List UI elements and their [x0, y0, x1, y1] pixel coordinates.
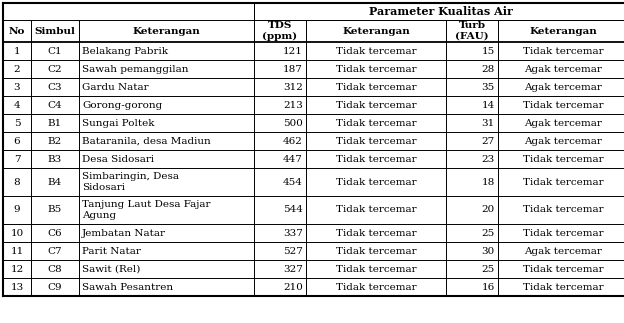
- Text: C3: C3: [47, 82, 62, 91]
- Text: 527: 527: [283, 246, 303, 255]
- Text: TDS
(ppm): TDS (ppm): [263, 21, 298, 41]
- Text: 13: 13: [11, 283, 24, 291]
- Text: Gardu Natar: Gardu Natar: [82, 82, 149, 91]
- Text: B4: B4: [48, 178, 62, 186]
- Text: Tidak tercemar: Tidak tercemar: [523, 47, 603, 56]
- Text: Tidak tercemar: Tidak tercemar: [336, 100, 416, 109]
- Text: Tidak tercemar: Tidak tercemar: [523, 178, 603, 186]
- Text: C8: C8: [47, 265, 62, 274]
- Text: 4: 4: [14, 100, 21, 109]
- Text: C9: C9: [47, 283, 62, 291]
- Text: B3: B3: [48, 154, 62, 163]
- Text: 27: 27: [482, 137, 495, 145]
- Text: Tidak tercemar: Tidak tercemar: [523, 154, 603, 163]
- Text: Bataranila, desa Madiun: Bataranila, desa Madiun: [82, 137, 211, 145]
- Text: 500: 500: [283, 119, 303, 128]
- Text: B1: B1: [48, 119, 62, 128]
- Text: 1: 1: [14, 47, 21, 56]
- Text: C6: C6: [47, 228, 62, 237]
- Text: Tidak tercemar: Tidak tercemar: [523, 283, 603, 291]
- Text: Tidak tercemar: Tidak tercemar: [336, 178, 416, 186]
- Text: 30: 30: [482, 246, 495, 255]
- Text: 8: 8: [14, 178, 21, 186]
- Text: 35: 35: [482, 82, 495, 91]
- Text: Tidak tercemar: Tidak tercemar: [336, 65, 416, 74]
- Text: Tidak tercemar: Tidak tercemar: [336, 137, 416, 145]
- Text: Turb
(FAU): Turb (FAU): [455, 21, 489, 41]
- Text: Tidak tercemar: Tidak tercemar: [523, 228, 603, 237]
- Text: 31: 31: [482, 119, 495, 128]
- Text: 25: 25: [482, 228, 495, 237]
- Text: 3: 3: [14, 82, 21, 91]
- Text: Tidak tercemar: Tidak tercemar: [336, 82, 416, 91]
- Text: 25: 25: [482, 265, 495, 274]
- Text: 210: 210: [283, 283, 303, 291]
- Text: 18: 18: [482, 178, 495, 186]
- Text: Keterangan: Keterangan: [529, 26, 597, 36]
- Text: 121: 121: [283, 47, 303, 56]
- Text: 9: 9: [14, 205, 21, 214]
- Text: 5: 5: [14, 119, 21, 128]
- Text: 28: 28: [482, 65, 495, 74]
- Text: 187: 187: [283, 65, 303, 74]
- Text: B2: B2: [48, 137, 62, 145]
- Text: C7: C7: [47, 246, 62, 255]
- Text: Tidak tercemar: Tidak tercemar: [336, 47, 416, 56]
- Text: 12: 12: [11, 265, 24, 274]
- Text: Tidak tercemar: Tidak tercemar: [336, 228, 416, 237]
- Text: Simbaringin, Desa
Sidosari: Simbaringin, Desa Sidosari: [82, 172, 179, 192]
- Text: Agak tercemar: Agak tercemar: [524, 246, 602, 255]
- Text: Sawah Pesantren: Sawah Pesantren: [82, 283, 173, 291]
- Text: 213: 213: [283, 100, 303, 109]
- Text: 462: 462: [283, 137, 303, 145]
- Text: C2: C2: [47, 65, 62, 74]
- Text: No: No: [9, 26, 25, 36]
- Text: Agak tercemar: Agak tercemar: [524, 119, 602, 128]
- Text: B5: B5: [48, 205, 62, 214]
- Text: Tidak tercemar: Tidak tercemar: [523, 100, 603, 109]
- Text: Belakang Pabrik: Belakang Pabrik: [82, 47, 168, 56]
- Text: 20: 20: [482, 205, 495, 214]
- Text: Agak tercemar: Agak tercemar: [524, 137, 602, 145]
- Text: Gorong-gorong: Gorong-gorong: [82, 100, 162, 109]
- Text: Tidak tercemar: Tidak tercemar: [523, 205, 603, 214]
- Text: Tidak tercemar: Tidak tercemar: [336, 119, 416, 128]
- Text: 14: 14: [482, 100, 495, 109]
- Text: 6: 6: [14, 137, 21, 145]
- Text: 7: 7: [14, 154, 21, 163]
- Text: Keterangan: Keterangan: [133, 26, 200, 36]
- Text: Jembatan Natar: Jembatan Natar: [82, 228, 166, 237]
- Text: Tidak tercemar: Tidak tercemar: [336, 265, 416, 274]
- Text: Agak tercemar: Agak tercemar: [524, 82, 602, 91]
- Text: 11: 11: [11, 246, 24, 255]
- Text: Desa Sidosari: Desa Sidosari: [82, 154, 154, 163]
- Text: Tidak tercemar: Tidak tercemar: [336, 283, 416, 291]
- Text: Simbul: Simbul: [34, 26, 76, 36]
- Text: 454: 454: [283, 178, 303, 186]
- Text: 327: 327: [283, 265, 303, 274]
- Text: C4: C4: [47, 100, 62, 109]
- Text: Parameter Kualitas Air: Parameter Kualitas Air: [369, 6, 513, 17]
- Text: 544: 544: [283, 205, 303, 214]
- Text: 337: 337: [283, 228, 303, 237]
- Text: Tidak tercemar: Tidak tercemar: [336, 154, 416, 163]
- Text: Tidak tercemar: Tidak tercemar: [523, 265, 603, 274]
- Text: 312: 312: [283, 82, 303, 91]
- Text: Sungai Poltek: Sungai Poltek: [82, 119, 155, 128]
- Text: 10: 10: [11, 228, 24, 237]
- Text: Tidak tercemar: Tidak tercemar: [336, 205, 416, 214]
- Text: Tanjung Laut Desa Fajar
Agung: Tanjung Laut Desa Fajar Agung: [82, 200, 210, 220]
- Text: C1: C1: [47, 47, 62, 56]
- Text: Keterangan: Keterangan: [342, 26, 410, 36]
- Text: Agak tercemar: Agak tercemar: [524, 65, 602, 74]
- Text: 16: 16: [482, 283, 495, 291]
- Text: 2: 2: [14, 65, 21, 74]
- Text: 447: 447: [283, 154, 303, 163]
- Text: 23: 23: [482, 154, 495, 163]
- Text: Sawah pemanggilan: Sawah pemanggilan: [82, 65, 188, 74]
- Text: Parit Natar: Parit Natar: [82, 246, 141, 255]
- Text: Sawit (Rel): Sawit (Rel): [82, 265, 140, 274]
- Text: Tidak tercemar: Tidak tercemar: [336, 246, 416, 255]
- Text: 15: 15: [482, 47, 495, 56]
